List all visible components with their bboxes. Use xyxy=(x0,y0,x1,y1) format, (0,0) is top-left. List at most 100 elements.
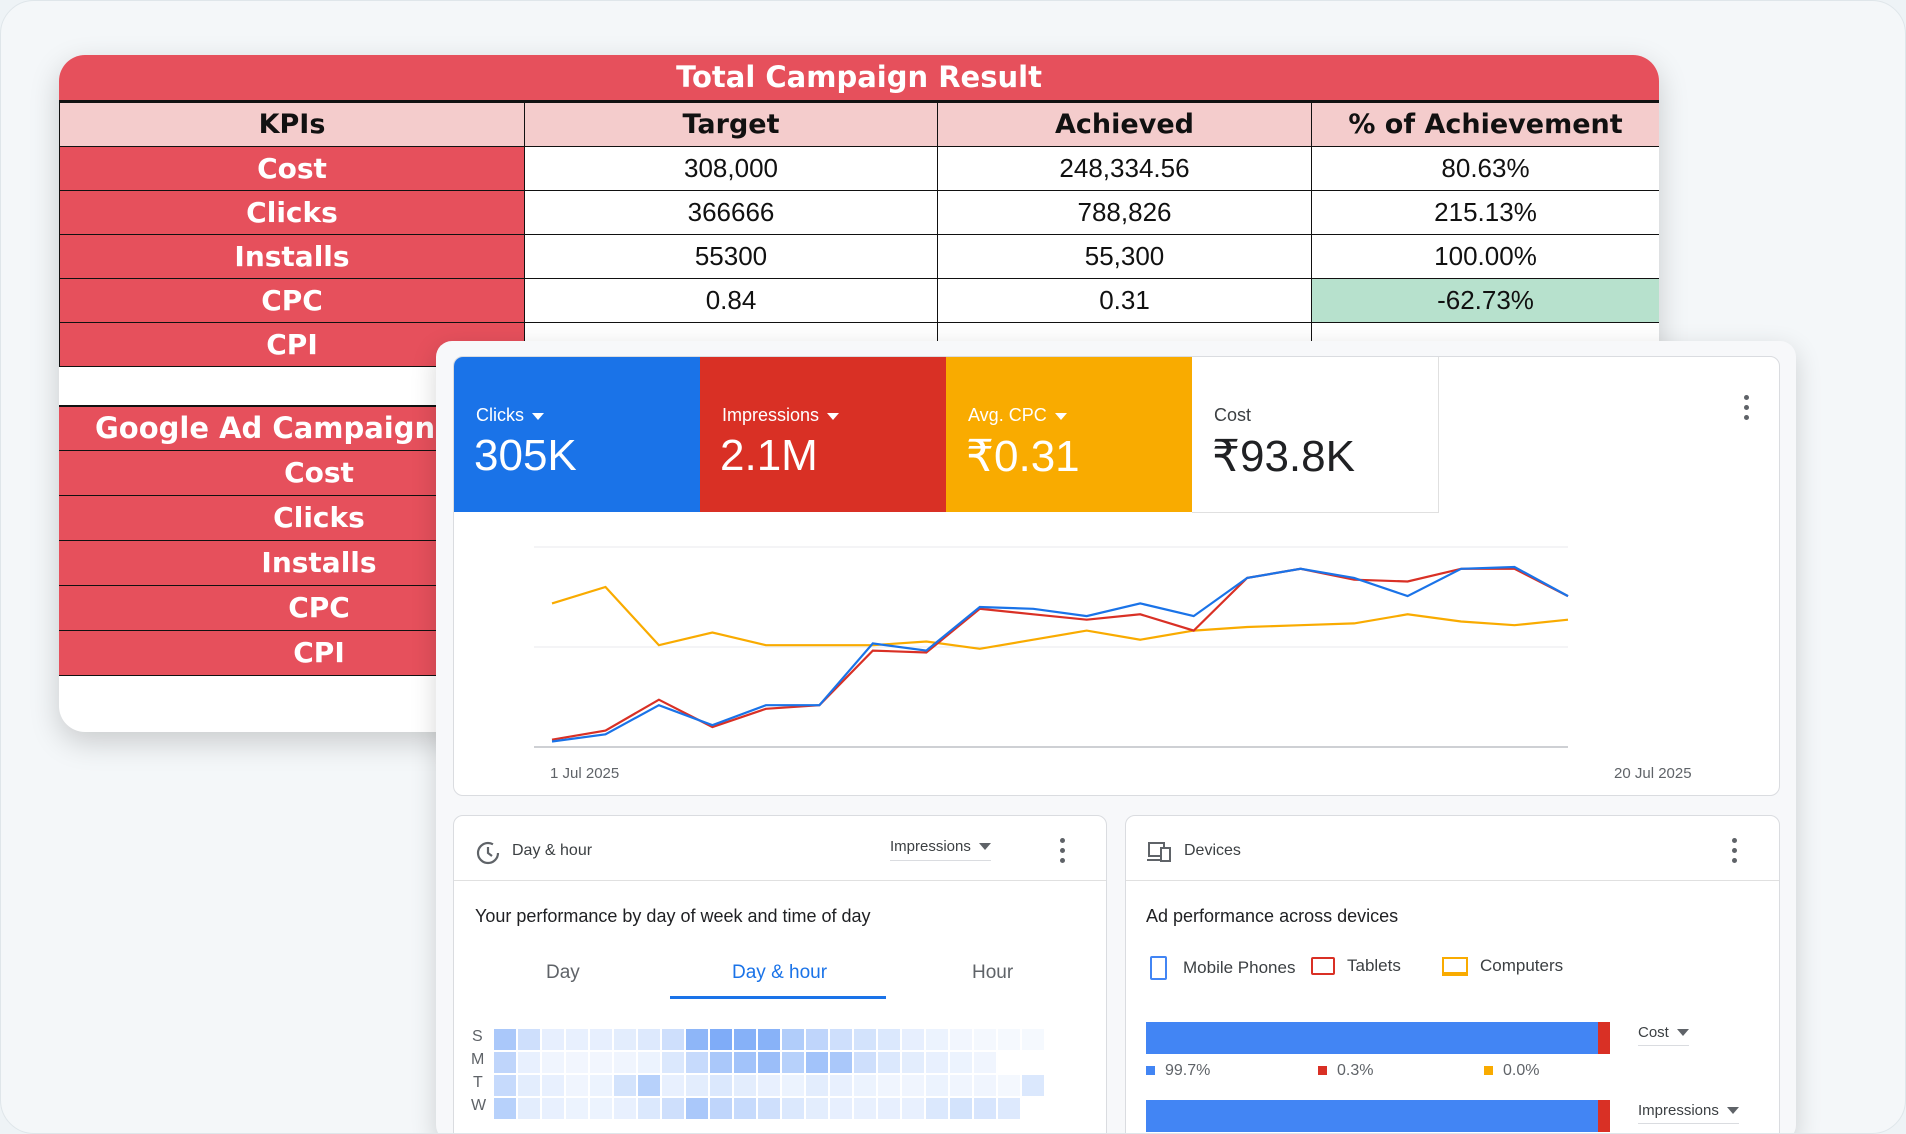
heatmap-cell[interactable] xyxy=(998,1098,1020,1119)
heatmap-cell[interactable] xyxy=(830,1029,852,1050)
heatmap-cell[interactable] xyxy=(878,1075,900,1096)
heatmap-cell[interactable] xyxy=(1022,1052,1044,1073)
heatmap-cell[interactable] xyxy=(806,1052,828,1073)
heatmap-cell[interactable] xyxy=(830,1098,852,1119)
heatmap-cell[interactable] xyxy=(1022,1098,1044,1119)
heatmap-cell[interactable] xyxy=(782,1029,804,1050)
heatmap-cell[interactable] xyxy=(854,1052,876,1073)
heatmap-cell[interactable] xyxy=(566,1052,588,1073)
heatmap-cell[interactable] xyxy=(806,1075,828,1096)
heatmap-cell[interactable] xyxy=(734,1052,756,1073)
heatmap-cell[interactable] xyxy=(926,1029,948,1050)
heatmap-cell[interactable] xyxy=(998,1029,1020,1050)
heatmap-cell[interactable] xyxy=(998,1075,1020,1096)
heatmap-cell[interactable] xyxy=(686,1052,708,1073)
heatmap-cell[interactable] xyxy=(734,1075,756,1096)
tab-hour[interactable]: Hour xyxy=(972,962,1014,983)
clicks-tile[interactable]: Clicks 305K xyxy=(454,357,700,512)
heatmap-cell[interactable] xyxy=(782,1098,804,1119)
heatmap-cell[interactable] xyxy=(902,1098,924,1119)
heatmap-cell[interactable] xyxy=(974,1098,996,1119)
heatmap-cell[interactable] xyxy=(782,1052,804,1073)
heatmap-cell[interactable] xyxy=(758,1029,780,1050)
heatmap-cell[interactable] xyxy=(710,1098,732,1119)
device-bar-segment[interactable] xyxy=(1146,1022,1599,1054)
heatmap-cell[interactable] xyxy=(566,1098,588,1119)
heatmap-cell[interactable] xyxy=(590,1052,612,1073)
heatmap-cell[interactable] xyxy=(494,1075,516,1096)
heatmap-cell[interactable] xyxy=(518,1029,540,1050)
heatmap-cell[interactable] xyxy=(686,1098,708,1119)
tab-day-and-hour[interactable]: Day & hour xyxy=(732,962,828,983)
heatmap-cell[interactable] xyxy=(566,1075,588,1096)
device-bar-segment[interactable] xyxy=(1598,1100,1610,1132)
heatmap-cell[interactable] xyxy=(518,1098,540,1119)
impressions-metric-dropdown[interactable]: Impressions xyxy=(1638,1102,1739,1124)
heatmap-cell[interactable] xyxy=(518,1075,540,1096)
heatmap-cell[interactable] xyxy=(566,1029,588,1050)
heatmap-cell[interactable] xyxy=(974,1075,996,1096)
heatmap-cell[interactable] xyxy=(926,1098,948,1119)
metric-dropdown[interactable]: Impressions xyxy=(890,838,991,861)
heatmap-cell[interactable] xyxy=(998,1052,1020,1073)
heatmap-cell[interactable] xyxy=(758,1075,780,1096)
heatmap-cell[interactable] xyxy=(638,1098,660,1119)
heatmap-cell[interactable] xyxy=(830,1075,852,1096)
heatmap-cell[interactable] xyxy=(542,1075,564,1096)
heatmap-cell[interactable] xyxy=(494,1029,516,1050)
heatmap-cell[interactable] xyxy=(1022,1075,1044,1096)
heatmap-cell[interactable] xyxy=(758,1098,780,1119)
heatmap-cell[interactable] xyxy=(542,1098,564,1119)
cost-tile[interactable]: Cost ₹93.8K xyxy=(1192,357,1439,513)
heatmap-cell[interactable] xyxy=(638,1029,660,1050)
heatmap-cell[interactable] xyxy=(590,1029,612,1050)
heatmap-cell[interactable] xyxy=(902,1029,924,1050)
heatmap-cell[interactable] xyxy=(542,1052,564,1073)
heatmap-cell[interactable] xyxy=(830,1052,852,1073)
heatmap-cell[interactable] xyxy=(542,1029,564,1050)
avg-cpc-tile[interactable]: Avg. CPC ₹0.31 xyxy=(946,357,1192,512)
more-options-icon[interactable] xyxy=(1732,838,1738,868)
device-bar-segment[interactable] xyxy=(1146,1100,1599,1132)
heatmap-cell[interactable] xyxy=(710,1029,732,1050)
heatmap-cell[interactable] xyxy=(710,1052,732,1073)
heatmap-cell[interactable] xyxy=(974,1029,996,1050)
heatmap-cell[interactable] xyxy=(854,1029,876,1050)
heatmap-cell[interactable] xyxy=(878,1052,900,1073)
heatmap-cell[interactable] xyxy=(614,1029,636,1050)
heatmap-cell[interactable] xyxy=(782,1075,804,1096)
cost-metric-dropdown[interactable]: Cost xyxy=(1638,1024,1689,1046)
heatmap-cell[interactable] xyxy=(950,1052,972,1073)
heatmap-cell[interactable] xyxy=(926,1075,948,1096)
heatmap-cell[interactable] xyxy=(878,1029,900,1050)
heatmap-cell[interactable] xyxy=(614,1098,636,1119)
heatmap-cell[interactable] xyxy=(878,1098,900,1119)
heatmap-cell[interactable] xyxy=(806,1029,828,1050)
heatmap-cell[interactable] xyxy=(590,1098,612,1119)
heatmap-cell[interactable] xyxy=(590,1075,612,1096)
heatmap-cell[interactable] xyxy=(950,1029,972,1050)
heatmap-cell[interactable] xyxy=(662,1029,684,1050)
heatmap-cell[interactable] xyxy=(854,1098,876,1119)
heatmap-cell[interactable] xyxy=(902,1075,924,1096)
heatmap-cell[interactable] xyxy=(614,1075,636,1096)
heatmap-cell[interactable] xyxy=(734,1098,756,1119)
heatmap-cell[interactable] xyxy=(518,1052,540,1073)
impressions-tile[interactable]: Impressions 2.1M xyxy=(700,357,946,512)
heatmap-cell[interactable] xyxy=(950,1098,972,1119)
heatmap-cell[interactable] xyxy=(662,1098,684,1119)
heatmap-cell[interactable] xyxy=(974,1052,996,1073)
heatmap-cell[interactable] xyxy=(638,1052,660,1073)
heatmap-cell[interactable] xyxy=(494,1098,516,1119)
device-bar-segment[interactable] xyxy=(1598,1022,1610,1054)
heatmap-cell[interactable] xyxy=(638,1075,660,1096)
heatmap-cell[interactable] xyxy=(614,1052,636,1073)
heatmap-cell[interactable] xyxy=(734,1029,756,1050)
tab-day[interactable]: Day xyxy=(546,962,580,983)
more-options-icon[interactable] xyxy=(1060,838,1066,868)
heatmap-cell[interactable] xyxy=(662,1075,684,1096)
heatmap-cell[interactable] xyxy=(806,1098,828,1119)
heatmap-cell[interactable] xyxy=(950,1075,972,1096)
heatmap-cell[interactable] xyxy=(1022,1029,1044,1050)
heatmap-cell[interactable] xyxy=(662,1052,684,1073)
